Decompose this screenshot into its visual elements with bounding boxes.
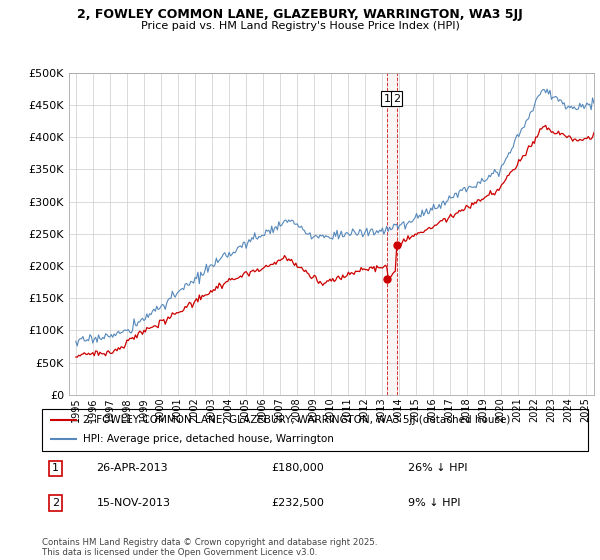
Text: 2: 2: [52, 498, 59, 508]
Text: 1: 1: [383, 94, 391, 104]
Text: 2, FOWLEY COMMON LANE, GLAZEBURY, WARRINGTON, WA3 5JJ: 2, FOWLEY COMMON LANE, GLAZEBURY, WARRIN…: [77, 8, 523, 21]
Text: 1: 1: [52, 464, 59, 473]
Text: Contains HM Land Registry data © Crown copyright and database right 2025.
This d: Contains HM Land Registry data © Crown c…: [42, 538, 377, 557]
Text: HPI: Average price, detached house, Warrington: HPI: Average price, detached house, Warr…: [83, 435, 334, 445]
Text: 26-APR-2013: 26-APR-2013: [97, 464, 168, 473]
Bar: [387, 73, 397, 395]
Text: 2: 2: [393, 94, 400, 104]
Text: £180,000: £180,000: [271, 464, 324, 473]
Text: 26% ↓ HPI: 26% ↓ HPI: [408, 464, 467, 473]
Text: 15-NOV-2013: 15-NOV-2013: [97, 498, 170, 508]
Text: 9% ↓ HPI: 9% ↓ HPI: [408, 498, 460, 508]
Text: Price paid vs. HM Land Registry's House Price Index (HPI): Price paid vs. HM Land Registry's House …: [140, 21, 460, 31]
Text: 2, FOWLEY COMMON LANE, GLAZEBURY, WARRINGTON, WA3 5JJ (detached house): 2, FOWLEY COMMON LANE, GLAZEBURY, WARRIN…: [83, 415, 511, 425]
Text: £232,500: £232,500: [271, 498, 324, 508]
